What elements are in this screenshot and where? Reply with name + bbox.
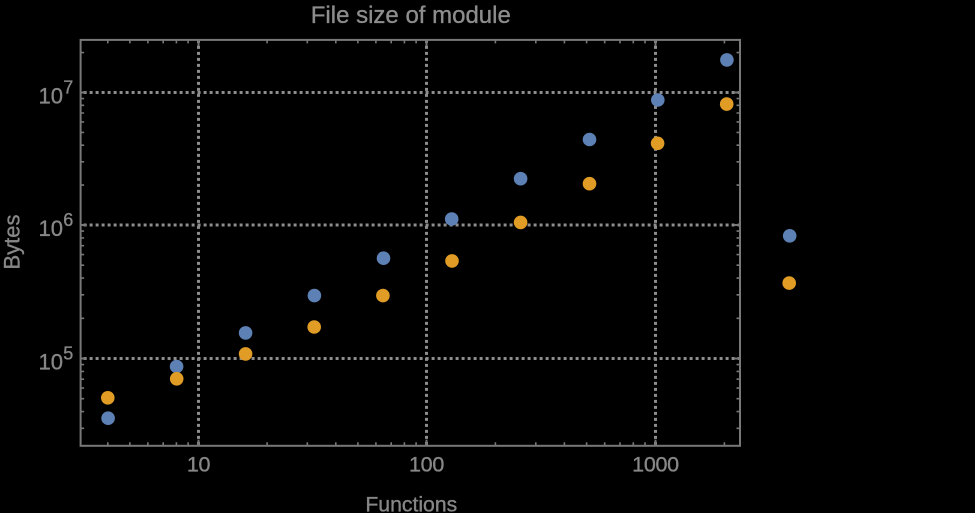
svg-text:Functions: Functions xyxy=(365,494,457,513)
svg-text:10: 10 xyxy=(39,216,63,241)
svg-text:10: 10 xyxy=(39,84,63,109)
svg-text:10: 10 xyxy=(39,350,63,375)
svg-text:10: 10 xyxy=(187,452,211,476)
svg-text:File size of module: File size of module xyxy=(311,2,511,29)
svg-text:Bytes: Bytes xyxy=(0,214,25,269)
svg-text:100: 100 xyxy=(409,452,444,476)
svg-text:6: 6 xyxy=(63,210,73,230)
svg-text:7: 7 xyxy=(63,77,73,97)
svg-text:5: 5 xyxy=(63,343,73,363)
svg-text:1000: 1000 xyxy=(632,452,679,476)
